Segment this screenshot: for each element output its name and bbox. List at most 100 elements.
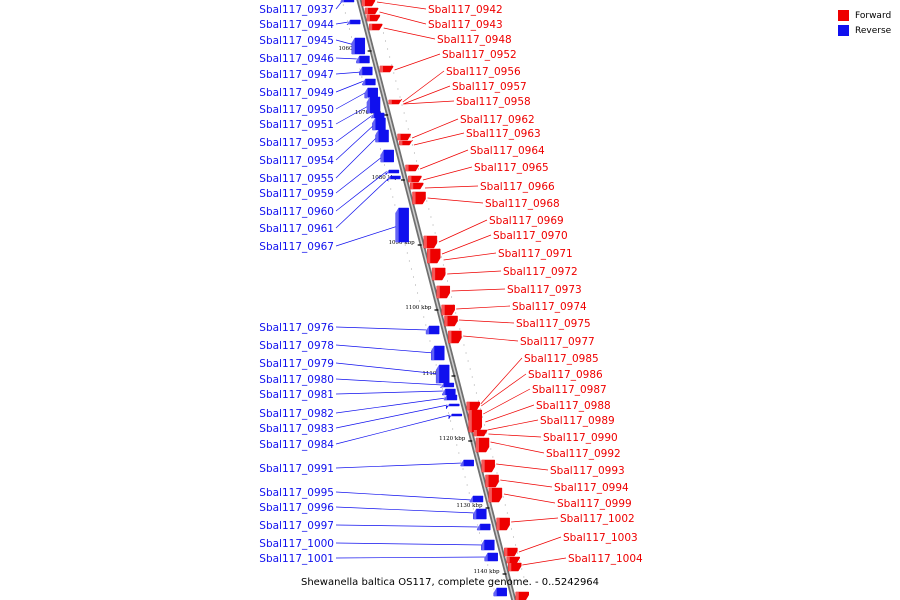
forward-gene-feature [488, 487, 503, 503]
track-dot [464, 476, 466, 478]
track-dot [432, 224, 434, 226]
gene-leader-line [451, 288, 506, 292]
track-dot [410, 268, 412, 270]
reverse-gene-label: Sbal117_0947 [259, 69, 334, 81]
gene-shading [496, 518, 500, 530]
gene-shading [436, 365, 440, 383]
track-dot [379, 148, 381, 150]
reverse-gene-feature [484, 552, 498, 562]
gene-shading [412, 192, 416, 204]
track-dot [361, 76, 363, 78]
reverse-gene-label: Sbal117_0949 [259, 87, 334, 99]
forward-gene-label: Sbal117_0990 [543, 432, 618, 444]
track-dot [482, 416, 484, 418]
forward-gene-feature [397, 133, 411, 141]
track-dot [407, 128, 409, 130]
forward-gene-label: Sbal117_0975 [516, 318, 591, 330]
track-dot [461, 336, 463, 338]
gene-shading [375, 130, 379, 142]
legend-item-reverse: Reverse [838, 23, 891, 38]
gene-leader-line [335, 506, 476, 514]
track-dot [390, 188, 392, 190]
track-dot [434, 232, 436, 234]
forward-gene-feature [468, 409, 483, 433]
gene-leader-line [394, 53, 441, 71]
gene-leader-line [335, 390, 444, 395]
gene-leader-line [459, 319, 515, 324]
gene-leader-line [424, 185, 479, 189]
reverse-gene-label: Sbal117_0937 [259, 4, 334, 16]
scale-tick-label: 1120 kbp [439, 436, 466, 442]
gene-shading [473, 430, 477, 436]
forward-gene-label: Sbal117_0952 [442, 49, 517, 61]
gene-leader-line [335, 177, 390, 229]
reverse-gene-feature [380, 149, 394, 163]
gene-shading [466, 402, 470, 410]
gene-shading [369, 24, 373, 30]
gene-shading [448, 414, 452, 416]
gene-leader-line [403, 85, 451, 105]
track-dot [460, 460, 462, 462]
forward-gene-feature [448, 330, 462, 344]
track-dot [525, 584, 527, 586]
gene-leader-line [335, 155, 384, 194]
forward-gene-label: Sbal117_0986 [528, 369, 603, 381]
track-dot [351, 36, 353, 38]
gene-shading [397, 134, 401, 140]
gene-leader-line [413, 132, 465, 146]
gene-leader-line [335, 80, 365, 93]
reverse-gene-feature [351, 37, 366, 55]
gene-leader-line [422, 166, 473, 181]
gene-leader-line [488, 433, 542, 438]
forward-gene-label: Sbal117_0966 [480, 181, 555, 193]
forward-color-swatch [838, 10, 849, 21]
reverse-gene-feature [385, 169, 400, 176]
forward-gene-label: Sbal117_0972 [503, 266, 578, 278]
gene-shading [481, 540, 485, 550]
track-dot [479, 408, 481, 410]
gene-leader-line [335, 414, 451, 445]
gene-shading [477, 524, 481, 530]
gene-shading [443, 395, 447, 400]
reverse-gene-feature [443, 394, 458, 401]
scale-tick-label: 1130 kbp [456, 503, 483, 509]
track-dot [408, 260, 410, 262]
reverse-gene-feature [431, 345, 445, 361]
track-dot [502, 496, 504, 498]
gene-shading [442, 389, 446, 395]
gene-shading [432, 268, 436, 280]
reverse-gene-feature [493, 587, 507, 597]
gene-leader-line [335, 123, 376, 161]
reverse-gene-label: Sbal117_1001 [259, 553, 334, 565]
forward-gene-feature [399, 139, 413, 146]
track-dot [423, 316, 425, 318]
forward-gene-feature [508, 562, 522, 572]
track-dot [413, 152, 415, 154]
gene-leader-line [456, 305, 511, 310]
gene-shading [367, 97, 371, 113]
gene-leader-line [335, 404, 448, 429]
reverse-gene-feature [366, 96, 381, 114]
track-dot [425, 324, 427, 326]
gene-leader-line [443, 252, 497, 261]
track-dot [418, 168, 420, 170]
genome-title: Shewanella baltica OS117, complete genom… [300, 577, 600, 588]
track-dot [473, 384, 475, 386]
gene-shading [484, 553, 488, 561]
track-dot [405, 120, 407, 122]
scale-tick-label: 1140 kbp [473, 569, 500, 575]
track-dot [491, 580, 493, 582]
gene-shading [380, 150, 384, 162]
forward-gene-feature [379, 65, 394, 73]
forward-gene-label: Sbal117_0989 [540, 415, 615, 427]
track-dot [450, 420, 452, 422]
track-dot [492, 456, 494, 458]
track-dot [513, 536, 515, 538]
gene-shading [385, 170, 389, 173]
gene-leader-line [383, 27, 436, 40]
reverse-gene-label: Sbal117_0946 [259, 53, 334, 65]
track-dot [387, 48, 389, 50]
gene-leader-line [463, 335, 519, 342]
forward-gene-feature [504, 547, 518, 557]
track-dot [463, 344, 465, 346]
